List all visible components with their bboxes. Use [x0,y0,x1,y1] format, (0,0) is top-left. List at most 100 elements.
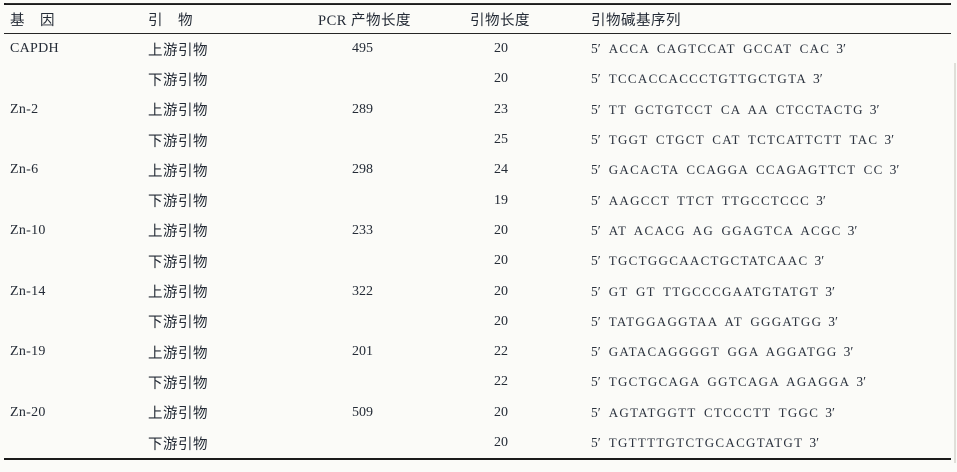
sequence-cell: 5′ TGTTTTGTCTGCACGTATGT 3′ [564,428,951,459]
gene-cell [4,185,144,215]
three-prime-label: 3′ [825,283,835,299]
five-prime-label: 5′ [591,435,601,450]
sequence-cell: 5′ TCCACCACCCTGTTGCTGTA 3′ [564,64,951,94]
pcr-length-cell [312,125,458,155]
primer-type-cell: 下游引物 [148,72,208,89]
primer-length-cell: 22 [494,344,508,360]
header-primer-length: 引物长度 [470,12,530,29]
primer-length-cell: 20 [494,313,508,329]
five-prime-label: 5′ [591,253,601,269]
primer-length-cell: 23 [494,101,508,117]
five-prime-label: 5′ [591,222,601,238]
sequence-text: TGTTTTGTCTGCACGTATGT [608,435,804,450]
pcr-length-cell [312,246,458,276]
pcr-length-cell: 298 [352,162,373,178]
sequence-text: GACACTA CCAGGA CCAGAGTTCT CC [608,162,884,178]
sequence-cell: 5′ AAGCCT TTCT TTGCCTCCC 3′ [564,185,951,215]
gene-cell: Zn-19 [10,344,46,360]
primer-type-cell: 下游引物 [148,436,208,453]
primer-length-cell: 20 [494,222,508,238]
sequence-cell: 5′ TGCTGGCAACTGCTATCAAC 3′ [564,246,951,276]
pcr-length-cell [312,307,458,337]
sequence-cell: 5′ TATGGAGGTAA AT GGGATGG 3′ [564,307,951,337]
three-prime-label: 3′ [813,71,823,87]
primer-type-cell: 下游引物 [148,375,208,392]
table-row: 下游引物 20 5′ TGTTTTGTCTGCACGTATGT 3′ [4,428,951,459]
header-gene: 基 因 [10,12,55,29]
primer-type-cell: 下游引物 [148,315,208,332]
sequence-text: TCCACCACCCTGTTGCTGTA [608,71,808,87]
primer-table: 基 因 引 物 PCR 产物长度 引物长度 引物碱基序列 CAPDH 上游引物 … [4,3,951,461]
table-row: Zn-2 上游引物 289 23 5′ TT GCTGTCCT CA AA CTC… [4,95,951,125]
three-prime-label: 3′ [856,374,867,390]
gene-cell [4,125,144,155]
primer-type-cell: 下游引物 [148,254,208,271]
table-row: 下游引物 19 5′ AAGCCT TTCT TTGCCTCCC 3′ [4,185,951,215]
table-row: 下游引物 20 5′ TATGGAGGTAA AT GGGATGG 3′ [4,307,951,337]
primer-type-cell: 下游引物 [148,194,208,211]
sequence-cell: 5′ GATACAGGGGT GGA AGGATGG 3′ [564,337,951,367]
three-prime-label: 3′ [836,41,846,57]
pcr-length-cell [312,185,458,215]
sequence-text: TATGGAGGTAA AT GGGATGG [608,313,823,329]
five-prime-label: 5′ [591,162,601,178]
primer-length-cell: 20 [494,41,508,57]
sequence-text: ACCA CAGTCCAT GCCAT CAC [608,41,831,57]
sequence-cell: 5′ ACCA CAGTCCAT GCCAT CAC 3′ [564,34,951,65]
table-row: 下游引物 22 5′ TGCTGCAGA GGTCAGA AGAGGA 3′ [4,367,951,397]
header-primer: 引 物 [148,12,193,29]
sequence-cell: 5′ TGCTGCAGA GGTCAGA AGAGGA 3′ [564,367,951,397]
primer-type-cell: 上游引物 [148,103,208,120]
pcr-length-cell: 289 [352,101,373,117]
scan-edge-artifact [954,63,956,463]
five-prime-label: 5′ [591,313,601,329]
five-prime-label: 5′ [591,404,601,420]
gene-cell: Zn-14 [10,283,46,299]
three-prime-label: 3′ [816,192,826,208]
pcr-length-cell: 509 [352,404,373,420]
header-pcr-length: PCR 产物长度 [318,12,412,29]
sequence-cell: 5′ GACACTA CCAGGA CCAGAGTTCT CC 3′ [564,155,951,185]
three-prime-label: 3′ [809,435,820,450]
three-prime-label: 3′ [884,132,895,148]
sequence-cell: 5′ GT GT TTGCCCGAATGTATGT 3′ [564,276,951,306]
header-row: 基 因 引 物 PCR 产物长度 引物长度 引物碱基序列 [4,4,951,34]
table-row: Zn-20 上游引物 509 20 5′ AGTATGGTT CTCCCTT TG… [4,398,951,428]
five-prime-label: 5′ [591,192,601,208]
three-prime-label: 3′ [847,222,858,238]
primer-length-cell: 19 [494,192,508,208]
table-row: CAPDH 上游引物 495 20 5′ ACCA CAGTCCAT GCCAT … [4,34,951,65]
table-row: 下游引物 20 5′ TCCACCACCCTGTTGCTGTA 3′ [4,64,951,94]
five-prime-label: 5′ [591,374,601,390]
three-prime-label: 3′ [869,101,880,117]
three-prime-label: 3′ [825,404,835,420]
five-prime-label: 5′ [591,71,601,87]
gene-cell [4,428,144,459]
primer-length-cell: 20 [494,283,508,299]
five-prime-label: 5′ [591,132,601,148]
table-row: Zn-19 上游引物 201 22 5′ GATACAGGGGT GGA AGGA… [4,337,951,367]
pcr-length-cell: 233 [352,222,373,238]
gene-cell [4,246,144,276]
pcr-length-cell: 495 [352,41,373,57]
primer-length-cell: 20 [494,435,508,450]
gene-cell: Zn-20 [10,404,46,420]
pcr-length-cell: 322 [352,283,373,299]
table-row: 下游引物 25 5′ TGGT CTGCT CAT TCTCATTCTT TAC 3… [4,125,951,155]
gene-cell: Zn-10 [10,222,46,238]
primer-type-cell: 上游引物 [148,163,208,180]
primer-length-cell: 22 [494,374,508,390]
primer-length-cell: 24 [494,162,508,178]
primer-length-cell: 20 [494,253,508,269]
sequence-cell: 5′ AT ACACG AG GGAGTCA ACGC 3′ [564,216,951,246]
pcr-length-cell: 201 [352,344,373,360]
five-prime-label: 5′ [591,41,601,57]
three-prime-label: 3′ [814,253,825,269]
primer-type-cell: 上游引物 [148,285,208,302]
sequence-text: TGGT CTGCT CAT TCTCATTCTT TAC [608,132,879,148]
three-prime-label: 3′ [889,162,900,178]
sequence-cell: 5′ AGTATGGTT CTCCCTT TGGC 3′ [564,398,951,428]
primer-type-cell: 上游引物 [148,345,208,362]
primer-type-cell: 上游引物 [148,406,208,423]
gene-cell: CAPDH [10,41,59,57]
